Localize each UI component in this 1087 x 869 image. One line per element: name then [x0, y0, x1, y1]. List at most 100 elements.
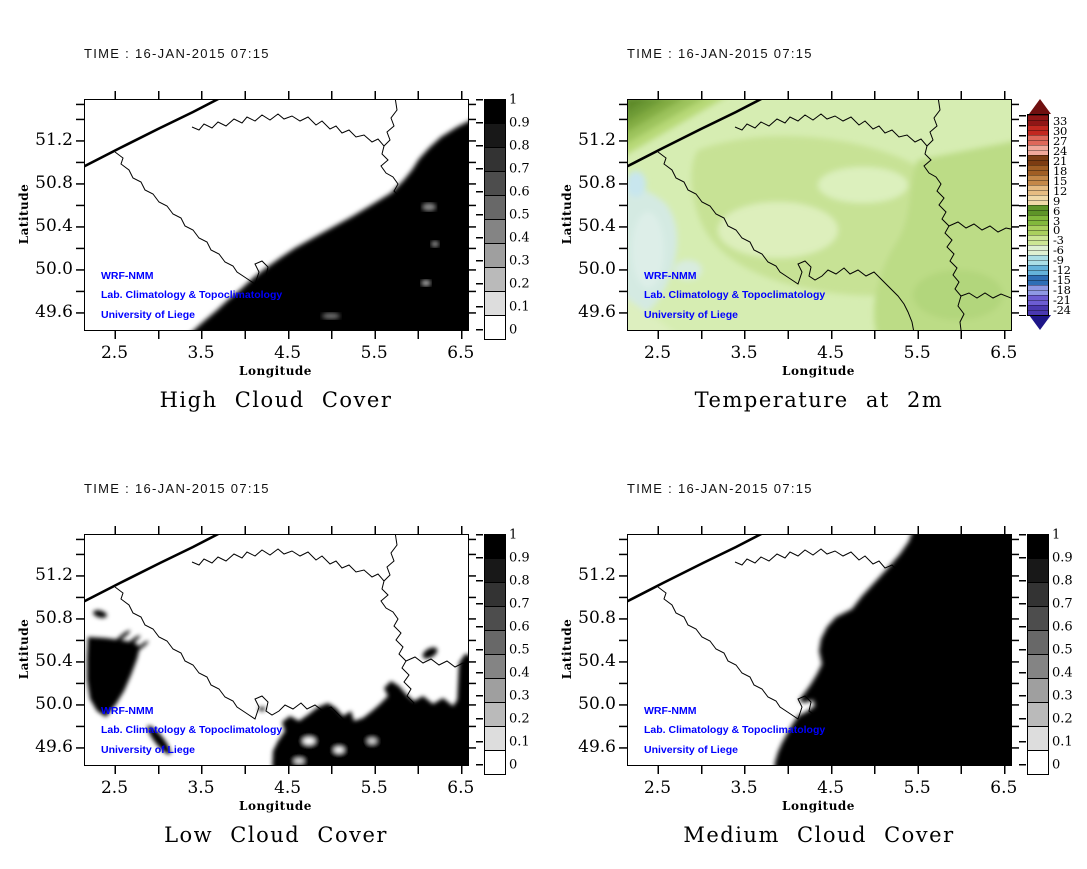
watermark-line: WRF-NMM [101, 705, 154, 717]
colorbar-tick-label: -12 [1053, 263, 1071, 278]
colorbar-cell [485, 703, 505, 727]
colorbar-tick-label: 0.5 [1052, 642, 1073, 658]
colorbar-tick-label: 0.2 [509, 276, 530, 292]
colorbar-ticks [476, 534, 483, 766]
x-tick-label: 3.5 [187, 778, 215, 798]
axis-ticks-right [468, 100, 476, 330]
colorbar-cell [1028, 305, 1048, 315]
colorbar-tick-label: 0.4 [509, 665, 530, 681]
colorbar-tick-label: -6 [1053, 243, 1064, 258]
y-tick-label: 50.0 [35, 259, 73, 279]
watermark: WRF-NMM Lab. Climatology & Topoclimatolo… [101, 267, 282, 325]
sea-cold-patch [674, 260, 702, 280]
low-cloud-blob [422, 647, 438, 659]
colorbar-tick-label: 30 [1053, 123, 1068, 138]
watermark-line: WRF-NMM [644, 270, 697, 282]
y-tick-label: 51.2 [35, 565, 73, 585]
colorbar-tick-label: 0.7 [1052, 596, 1073, 612]
time-label: TIME : 16-JAN-2015 07:15 [84, 481, 270, 496]
colorbar-band-lines [1028, 115, 1048, 315]
colorbar-tick-label: 0 [509, 757, 518, 773]
temp-patch-dark [913, 270, 1003, 320]
colorbar-tick-label: 0.6 [509, 619, 530, 635]
colorbar-arrow-hot [1029, 99, 1051, 114]
panel-title: Low Cloud Cover [164, 823, 388, 847]
colorbar-tick-label: -9 [1053, 253, 1064, 268]
colorbar-cell [1028, 245, 1048, 255]
y-axis-title: Latitude [17, 183, 31, 245]
colorbar-cell [485, 220, 505, 244]
colorbar-tick-label: 3 [1053, 213, 1061, 228]
colorbar-tick-label: 0.8 [509, 138, 530, 154]
watermark: WRF-NMM Lab. Climatology & Topoclimatolo… [644, 267, 825, 325]
colorbar-cell [485, 655, 505, 679]
axis-ticks-top [85, 526, 468, 534]
colorbar-cell [1028, 607, 1048, 631]
colorbar-cell [1028, 631, 1048, 655]
colorbar-tick-label: 33 [1053, 114, 1068, 128]
colorbar-cell [485, 196, 505, 220]
y-tick-label: 51.2 [578, 130, 616, 150]
x-tick-label: 6.5 [447, 778, 475, 798]
x-axis-tick-labels: 2.5 3.5 4.5 5.5 6.5 [627, 778, 1017, 800]
time-label: TIME : 16-JAN-2015 07:15 [627, 46, 813, 61]
panel-low-cloud-cover: TIME : 16-JAN-2015 07:15 [0, 435, 543, 869]
y-axis-tick-labels: 51.2 50.8 50.4 50.0 49.6 [573, 534, 619, 764]
colorbar-tick-label: 1 [1052, 527, 1061, 543]
x-axis-title: Longitude [239, 799, 312, 813]
cloud-gap-spot [367, 738, 377, 744]
x-tick-label: 6.5 [990, 778, 1018, 798]
colorbar-cell [485, 316, 505, 339]
colorbar-scale [484, 99, 506, 340]
colorbar-cell [485, 124, 505, 148]
colorbar-cell [485, 679, 505, 703]
low-cloud-edge-strip [457, 654, 468, 707]
colorbar-cell [1028, 275, 1048, 285]
y-tick-label: 50.0 [35, 694, 73, 714]
colorbar-cell [485, 727, 505, 751]
colorbar-ticks [1019, 534, 1026, 766]
colorbar-cell [1028, 215, 1048, 225]
x-axis-title: Longitude [239, 364, 312, 378]
x-tick-label: 5.5 [903, 343, 931, 363]
colorbar-cell [485, 559, 505, 583]
low-cloud-blob [258, 706, 266, 712]
map-frame: WRF-NMM Lab. Climatology & Topoclimatolo… [627, 534, 1012, 766]
colorbar-cell [485, 100, 505, 124]
colorbar-tick-label: 12 [1053, 183, 1068, 198]
colorbar-cell [1028, 175, 1048, 185]
panel-medium-cloud-cover: TIME : 16-JAN-2015 07:15 WRF-NMM Lab. Cl… [543, 435, 1086, 869]
panel-high-cloud-cover: TIME : 16-JAN-2015 07:15 WRF-NMM Lab. Cl… [0, 0, 543, 435]
temp-patch-light [818, 167, 908, 203]
colorbar-tick-label: 24 [1053, 143, 1068, 158]
colorbar-tick-label: 1 [509, 527, 518, 543]
y-tick-label: 49.6 [35, 737, 73, 757]
colorbar-tick-label: 0.6 [1052, 619, 1073, 635]
colorbar-cell [485, 292, 505, 316]
x-tick-label: 5.5 [360, 343, 388, 363]
x-tick-label: 4.5 [817, 778, 845, 798]
panel-temperature-2m: TIME : 16-JAN-2015 07:15 [543, 0, 1086, 435]
colorbar-cell [1028, 679, 1048, 703]
watermark-line: University of Liege [101, 308, 195, 321]
time-label: TIME : 16-JAN-2015 07:15 [627, 481, 813, 496]
colorbar-ticks [1019, 115, 1026, 316]
axis-ticks-top [85, 91, 468, 99]
watermark-line: WRF-NMM [644, 705, 697, 717]
colorbar-cell [1028, 703, 1048, 727]
colorbar-cell [1028, 295, 1048, 305]
colorbar-tick-label: 0.2 [509, 711, 530, 727]
x-tick-label: 3.5 [730, 778, 758, 798]
x-tick-label: 5.5 [903, 778, 931, 798]
watermark-line: WRF-NMM [101, 270, 154, 282]
colorbar-cell [485, 751, 505, 774]
colorbar-scale [1027, 114, 1049, 316]
y-tick-label: 50.0 [578, 259, 616, 279]
colorbar-tick-label: 9 [1053, 193, 1061, 208]
cloud-gap-spot [322, 313, 340, 319]
colorbar-arrow-cold [1029, 315, 1051, 330]
colorbar-cell [485, 535, 505, 559]
colorbar-cell [1028, 205, 1048, 215]
y-tick-label: 50.8 [578, 608, 616, 628]
time-label: TIME : 16-JAN-2015 07:15 [84, 46, 270, 61]
